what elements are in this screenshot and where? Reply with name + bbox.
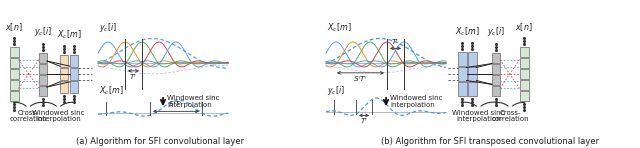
Bar	[39, 53, 47, 62]
Text: interpolation: interpolation	[36, 116, 81, 122]
Text: $T'$: $T'$	[391, 37, 399, 47]
Bar	[520, 69, 529, 79]
Text: $y_c[i]$: $y_c[i]$	[487, 25, 505, 38]
Text: $y_c[i]$: $y_c[i]$	[34, 25, 52, 38]
Text: $S'T'$: $S'T'$	[353, 74, 368, 84]
Text: $T'$: $T'$	[129, 72, 138, 82]
Text: $T'$: $T'$	[360, 116, 368, 126]
Text: $X_c[m]$: $X_c[m]$	[99, 85, 124, 97]
Bar	[10, 91, 19, 101]
Text: Windowed sinc: Windowed sinc	[32, 110, 84, 116]
Text: $X_c[m]$: $X_c[m]$	[454, 25, 479, 38]
Bar	[70, 55, 78, 67]
Bar	[39, 74, 47, 85]
Text: (b) Algorithm for SFI transposed convolutional layer: (b) Algorithm for SFI transposed convolu…	[381, 137, 599, 146]
Text: Windowed sinc
interpolation: Windowed sinc interpolation	[390, 95, 442, 108]
Bar	[520, 58, 529, 68]
Bar	[60, 55, 68, 67]
Text: $X_c[m]$: $X_c[m]$	[57, 29, 81, 41]
Bar	[70, 68, 78, 80]
Bar	[39, 63, 47, 74]
Text: Cross-: Cross-	[17, 110, 39, 116]
Text: Windowed sinc
interpolation: Windowed sinc interpolation	[167, 95, 220, 108]
Bar	[10, 80, 19, 90]
Bar	[467, 82, 477, 96]
Bar	[458, 82, 467, 96]
Bar	[70, 81, 78, 93]
Bar	[520, 80, 529, 90]
Text: correlation: correlation	[10, 116, 47, 122]
Text: $S'T'$: $S'T'$	[168, 99, 184, 109]
Text: interpolation: interpolation	[456, 116, 501, 122]
Bar	[520, 47, 529, 57]
Bar	[492, 86, 500, 95]
Bar	[520, 91, 529, 101]
Text: $x[n]$: $x[n]$	[5, 21, 23, 33]
Bar	[458, 67, 467, 81]
Bar	[467, 67, 477, 81]
Bar	[10, 58, 19, 68]
Text: $X_c[m]$: $X_c[m]$	[327, 21, 351, 34]
Bar	[60, 81, 68, 93]
Bar	[467, 52, 477, 66]
Bar	[10, 69, 19, 79]
Bar	[60, 68, 68, 80]
Text: Cross-: Cross-	[499, 110, 521, 116]
Bar	[492, 74, 500, 85]
Text: (a) Algorithm for SFI convolutional layer: (a) Algorithm for SFI convolutional laye…	[76, 137, 244, 146]
Bar	[39, 86, 47, 95]
Text: $x[n]$: $x[n]$	[515, 21, 533, 33]
Bar	[492, 53, 500, 62]
Text: correlation: correlation	[492, 116, 529, 122]
Bar	[458, 52, 467, 66]
Bar	[10, 47, 19, 57]
Text: $y_c[i]$: $y_c[i]$	[327, 84, 345, 97]
Bar	[492, 63, 500, 74]
Text: Windowed sinc: Windowed sinc	[452, 110, 505, 116]
Text: $y_c[i]$: $y_c[i]$	[99, 21, 117, 34]
